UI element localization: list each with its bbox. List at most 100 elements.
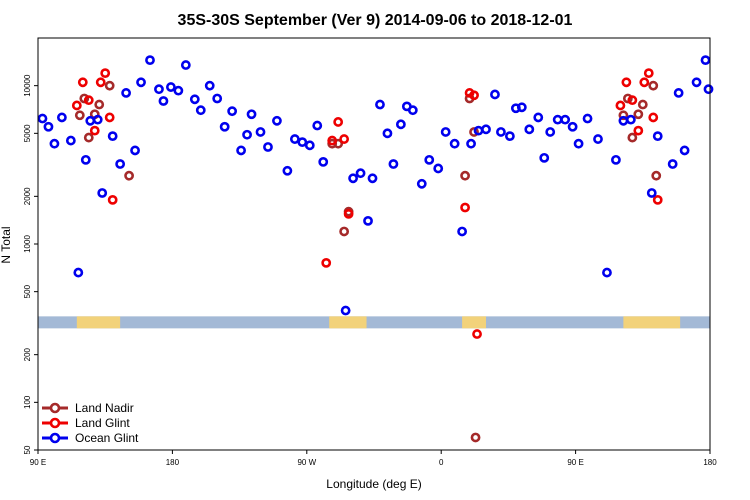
y-tick-label: 2000 bbox=[23, 187, 32, 205]
point-land-glint bbox=[107, 194, 118, 205]
point-ocean-glint bbox=[382, 128, 393, 139]
point-ocean-glint bbox=[73, 267, 84, 278]
point-ocean-glint bbox=[560, 114, 571, 125]
y-tick-label: 200 bbox=[23, 347, 32, 361]
point-land-glint bbox=[83, 95, 94, 106]
point-ocean-glint bbox=[407, 105, 418, 116]
point-ocean-glint bbox=[97, 188, 108, 198]
land-patch bbox=[329, 316, 367, 329]
point-ocean-glint bbox=[107, 131, 118, 142]
point-ocean-glint bbox=[204, 80, 215, 91]
point-land-glint bbox=[627, 95, 638, 106]
point-land-glint bbox=[327, 135, 338, 146]
point-ocean-glint bbox=[255, 127, 266, 137]
point-ocean-glint bbox=[490, 89, 500, 100]
point-land-nadir bbox=[618, 110, 629, 121]
point-ocean-glint bbox=[375, 99, 385, 110]
point-ocean-glint bbox=[646, 188, 657, 198]
point-ocean-glint bbox=[573, 138, 584, 149]
point-ocean-glint bbox=[65, 135, 76, 146]
point-land-glint bbox=[95, 77, 106, 88]
point-ocean-glint bbox=[180, 60, 191, 70]
point-ocean-glint bbox=[242, 129, 252, 140]
point-land-glint bbox=[460, 202, 470, 213]
ocean-strip bbox=[38, 316, 710, 329]
point-ocean-glint bbox=[340, 305, 351, 316]
point-ocean-glint bbox=[703, 84, 714, 95]
point-ocean-glint bbox=[466, 138, 476, 149]
point-land-glint bbox=[104, 112, 115, 123]
point-ocean-glint bbox=[516, 102, 527, 113]
point-ocean-glint bbox=[195, 105, 206, 116]
point-ocean-glint bbox=[158, 96, 169, 106]
point-land-glint bbox=[469, 90, 479, 101]
point-ocean-glint bbox=[388, 159, 399, 169]
point-land-glint bbox=[339, 134, 350, 144]
y-tick-label: 5000 bbox=[23, 124, 32, 142]
plot-frame bbox=[37, 37, 711, 451]
legend-marker bbox=[49, 432, 61, 444]
point-ocean-glint bbox=[545, 127, 556, 137]
legend-label: Ocean Glint bbox=[75, 431, 139, 445]
point-ocean-glint bbox=[611, 154, 621, 165]
point-land-glint bbox=[633, 125, 644, 136]
point-ocean-glint bbox=[37, 113, 48, 124]
point-land-nadir bbox=[633, 109, 644, 120]
point-ocean-glint bbox=[355, 168, 366, 179]
point-ocean-glint bbox=[457, 226, 468, 237]
point-land-glint bbox=[639, 77, 650, 88]
point-land-glint bbox=[77, 77, 88, 88]
point-ocean-glint bbox=[602, 267, 612, 278]
x-tick-label: 180 bbox=[166, 458, 180, 467]
land-patch bbox=[76, 316, 121, 329]
y-tick-label: 10000 bbox=[23, 74, 32, 97]
point-ocean-glint bbox=[80, 154, 91, 165]
point-ocean-glint bbox=[246, 109, 257, 120]
land-patch bbox=[623, 316, 681, 329]
point-land-glint bbox=[333, 117, 344, 127]
x-tick-label: 180 bbox=[703, 458, 717, 467]
point-land-glint bbox=[321, 257, 332, 268]
y-tick-label: 100 bbox=[23, 395, 32, 409]
point-ocean-glint bbox=[652, 131, 663, 142]
point-ocean-glint bbox=[416, 178, 427, 189]
point-ocean-glint bbox=[504, 131, 515, 142]
point-land-glint bbox=[615, 100, 626, 111]
land-patch bbox=[462, 316, 486, 329]
point-ocean-glint bbox=[43, 121, 54, 132]
point-ocean-glint bbox=[56, 112, 67, 123]
point-land-glint bbox=[89, 125, 100, 136]
point-ocean-glint bbox=[496, 127, 506, 137]
point-land-nadir bbox=[651, 170, 662, 181]
y-tick-label: 50 bbox=[23, 445, 32, 454]
point-land-nadir bbox=[124, 170, 134, 181]
point-ocean-glint bbox=[679, 145, 690, 156]
point-ocean-glint bbox=[49, 138, 60, 149]
x-axis-label: Longitude (deg E) bbox=[326, 477, 421, 491]
point-ocean-glint bbox=[227, 106, 238, 117]
point-land-glint bbox=[652, 194, 663, 205]
point-ocean-glint bbox=[533, 112, 544, 123]
point-land-glint bbox=[343, 208, 354, 219]
point-land-glint bbox=[100, 68, 111, 79]
point-ocean-glint bbox=[263, 142, 273, 152]
point-land-nadir bbox=[74, 110, 85, 121]
point-ocean-glint bbox=[304, 140, 315, 151]
legend-label: Land Glint bbox=[75, 416, 130, 430]
point-ocean-glint bbox=[130, 145, 140, 156]
point-land-glint bbox=[621, 77, 632, 88]
x-tick-label: 90 E bbox=[567, 458, 583, 467]
point-ocean-glint bbox=[121, 88, 132, 98]
legend-marker bbox=[49, 417, 61, 429]
point-ocean-glint bbox=[481, 124, 491, 135]
point-ocean-glint bbox=[297, 137, 308, 148]
point-ocean-glint bbox=[449, 138, 460, 149]
point-ocean-glint bbox=[92, 114, 103, 125]
point-ocean-glint bbox=[440, 127, 451, 137]
point-land-nadir bbox=[470, 432, 481, 443]
point-ocean-glint bbox=[539, 152, 550, 163]
point-land-nadir bbox=[339, 226, 350, 237]
point-ocean-glint bbox=[593, 134, 603, 144]
